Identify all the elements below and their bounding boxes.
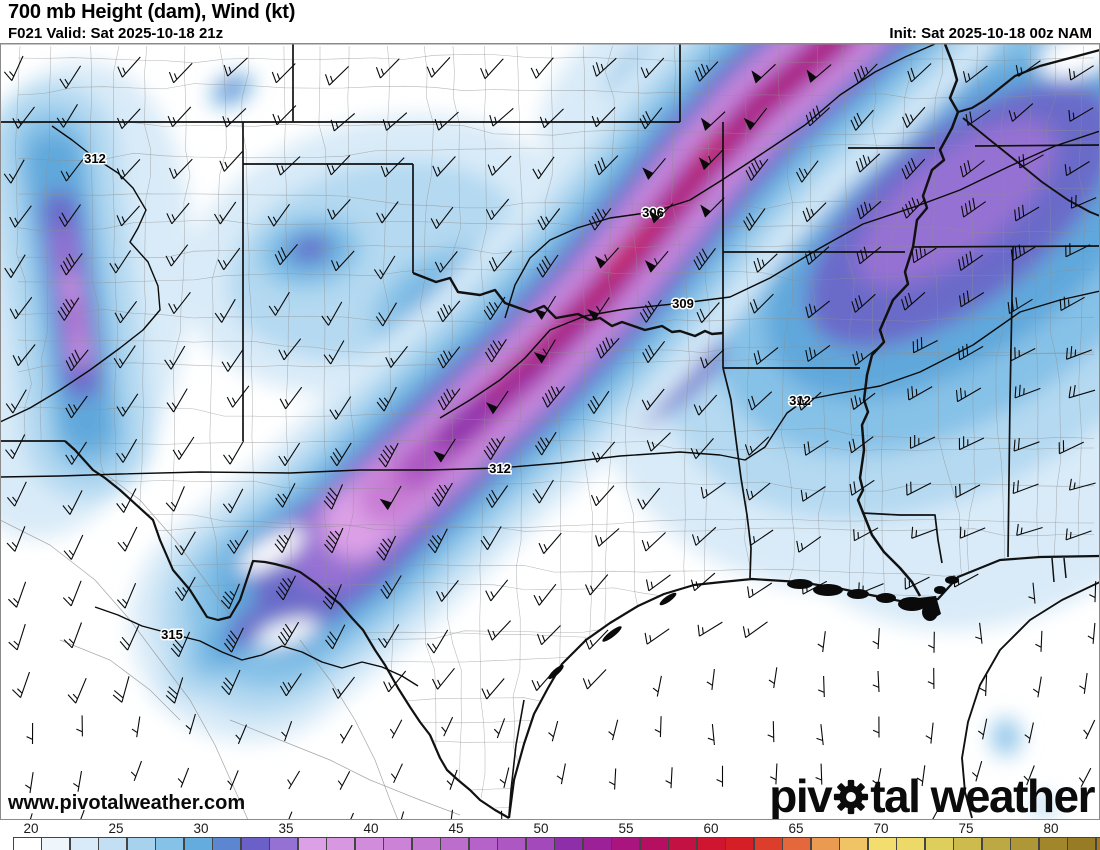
colorbar-segment: [725, 837, 754, 850]
colorbar-segment: [383, 837, 412, 850]
colorbar-segment: [240, 837, 270, 850]
pivotal-weather-logo: piv tal weather: [769, 770, 1095, 822]
colorbar-segment: [896, 837, 925, 850]
colorbar-segment: [1067, 837, 1096, 850]
colorbar-segment: [69, 837, 99, 850]
colorbar-segment: [582, 837, 612, 850]
colorbar-tick: 80: [1043, 821, 1059, 836]
colorbar-tick: 25: [108, 821, 124, 836]
init-time-label: Init: Sat 2025-10-18 00z NAM: [889, 25, 1092, 42]
colorbar-segment: [269, 837, 298, 850]
colorbar-tick-labels: 20 25 30 35 40 45 50 55 60 65 70 75 80: [0, 821, 1100, 837]
colorbar-segment: [953, 837, 982, 850]
contour-label: 315: [161, 627, 183, 642]
colorbar-segment: [297, 837, 327, 850]
colorbar-segment: [554, 837, 583, 850]
colorbar-segment: [1095, 837, 1100, 850]
colorbar-segment: [924, 837, 954, 850]
colorbar-tick: 65: [788, 821, 804, 836]
mexico-borders-layer: [0, 469, 461, 820]
colorbar-segments: [12, 837, 1100, 850]
colorbar-segment: [98, 837, 127, 850]
colorbar-segment: [753, 837, 783, 850]
header: 700 mb Height (dam), Wind (kt) F021 Vali…: [0, 0, 1100, 44]
colorbar-segment: [696, 837, 726, 850]
colorbar-tick: 70: [873, 821, 889, 836]
header-divider: [0, 43, 1100, 44]
colorbar-segment: [12, 837, 42, 850]
colorbar-segment: [611, 837, 640, 850]
watermark-url: www.pivotalweather.com: [8, 792, 246, 814]
colorbar-segment: [126, 837, 156, 850]
colorbar-tick: 30: [193, 821, 209, 836]
colorbar-segment: [411, 837, 441, 850]
colorbar-segment: [782, 837, 811, 850]
contour-label: 312: [84, 151, 106, 166]
colorbar-segment: [1038, 837, 1068, 850]
colorbar-tick: 35: [278, 821, 294, 836]
colorbar-segment: [212, 837, 241, 850]
logo-text-left: piv: [769, 770, 832, 822]
colorbar-segment: [525, 837, 555, 850]
colorbar-segment: [810, 837, 840, 850]
colorbar-segment: [668, 837, 697, 850]
colorbar-tick: 50: [533, 821, 549, 836]
colorbar-segment: [326, 837, 355, 850]
valid-time-label: F021 Valid: Sat 2025-10-18 21z: [8, 25, 224, 42]
colorbar-segment: [354, 837, 384, 850]
gear-icon: [833, 776, 869, 822]
colorbar-tick: 45: [448, 821, 464, 836]
colorbar-segment: [497, 837, 526, 850]
colorbar-segment: [639, 837, 669, 850]
colorbar-segment: [867, 837, 897, 850]
colorbar-segment: [1010, 837, 1039, 850]
colorbar-segment: [41, 837, 70, 850]
colorbar-segment: [839, 837, 868, 850]
colorbar-segment: [468, 837, 498, 850]
colorbar: 20 25 30 35 40 45 50 55 60 65 70 75 80: [0, 819, 1100, 850]
page-title: 700 mb Height (dam), Wind (kt): [8, 1, 296, 23]
wind-barbs-layer: [3, 55, 1097, 820]
colorbar-tick: 20: [23, 821, 39, 836]
colorbar-tick: 75: [958, 821, 974, 836]
colorbar-tick: 60: [703, 821, 719, 836]
colorbar-segment: [155, 837, 184, 850]
colorbar-segment: [183, 837, 213, 850]
colorbar-tick: 40: [363, 821, 379, 836]
colorbar-segment: [981, 837, 1011, 850]
colorbar-tick: 55: [618, 821, 634, 836]
contour-label: 309: [672, 296, 694, 311]
logo-text-right: tal weather: [870, 770, 1095, 822]
coastline-rivers-layer: [64, 44, 1100, 819]
colorbar-segment: [440, 837, 469, 850]
contour-label: 312: [489, 461, 511, 476]
height-contours-layer: [0, 44, 1100, 687]
